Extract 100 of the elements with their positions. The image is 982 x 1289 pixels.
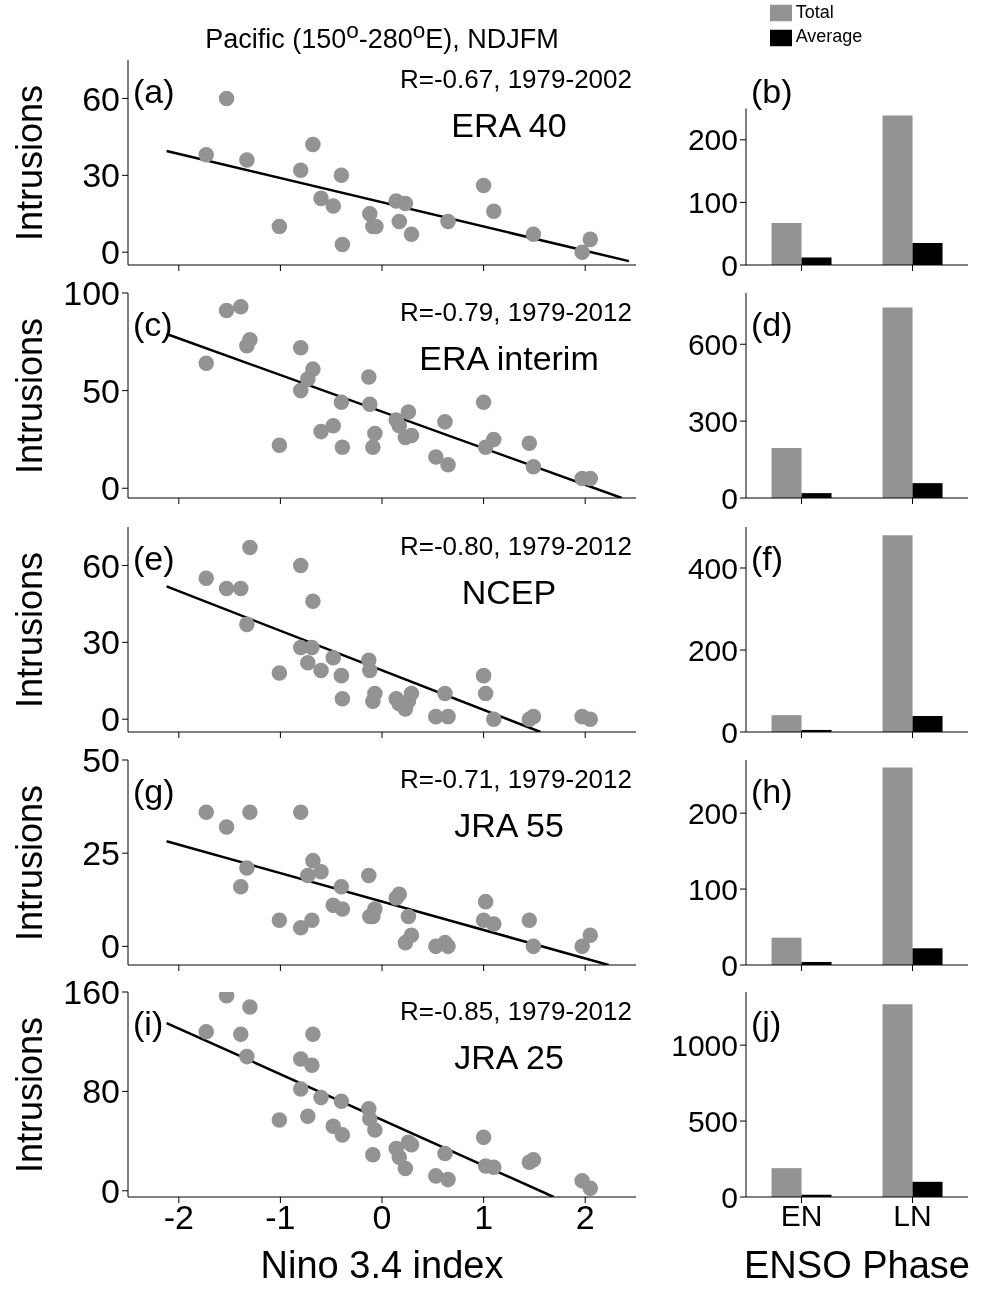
y-axis-title: Intrusions — [9, 84, 50, 241]
x-tick-label: -1 — [265, 1198, 296, 1237]
annotation: ERA interim — [419, 339, 599, 377]
y-axis-title: Intrusions — [9, 784, 50, 941]
x-tick-label: EN — [780, 1199, 823, 1233]
annotation: R=-0.79, 1979-2012 — [399, 297, 632, 327]
point — [574, 244, 590, 260]
point — [582, 711, 599, 727]
point — [437, 685, 453, 702]
point — [292, 339, 309, 356]
point — [397, 934, 414, 951]
point — [218, 819, 235, 835]
point — [400, 404, 417, 420]
y-tick-label: 0 — [101, 469, 120, 508]
point — [403, 685, 420, 702]
point — [485, 916, 502, 932]
point — [361, 867, 377, 884]
y-tick-label: 0 — [721, 248, 738, 282]
point — [292, 382, 309, 399]
point — [440, 213, 456, 230]
y-tick-label: 25 — [82, 834, 120, 873]
annotation: JRA 25 — [454, 1038, 564, 1076]
point — [242, 999, 258, 1015]
bar — [771, 448, 802, 498]
point — [475, 667, 492, 684]
point — [365, 693, 381, 710]
annotation: (d) — [751, 305, 793, 343]
point — [305, 136, 321, 153]
point — [525, 708, 542, 725]
y-tick-label: 100 — [687, 872, 738, 906]
point — [271, 437, 288, 454]
point — [333, 878, 350, 895]
point — [292, 1051, 309, 1067]
y-tick-label: 100 — [63, 274, 120, 313]
point — [477, 685, 494, 702]
point — [198, 147, 215, 163]
point — [198, 355, 215, 372]
y-tick-label: 0 — [721, 481, 738, 515]
y-tick-label: 1000 — [671, 1028, 738, 1062]
point — [485, 711, 502, 727]
y-tick-label: 600 — [687, 327, 738, 361]
point — [242, 539, 258, 556]
point — [313, 190, 329, 207]
point — [218, 302, 235, 319]
point — [333, 394, 350, 411]
point — [271, 1112, 288, 1128]
y-tick-label: 60 — [82, 546, 120, 585]
point — [397, 1160, 414, 1177]
x-tick-label: LN — [893, 1199, 932, 1233]
point — [271, 665, 288, 681]
bar — [771, 1168, 802, 1197]
point — [198, 570, 215, 587]
annotation: (j) — [751, 1004, 782, 1042]
point — [292, 919, 309, 936]
y-tick-label: 50 — [82, 371, 120, 410]
point — [521, 435, 538, 452]
point — [239, 152, 255, 168]
annotation: R=-0.85, 1979-2012 — [399, 996, 632, 1026]
y-tick-label: 300 — [687, 404, 738, 438]
x-tick-label: -2 — [163, 1198, 194, 1237]
point — [334, 1127, 351, 1143]
point — [325, 418, 342, 434]
point — [574, 938, 590, 955]
annotation: ERA 40 — [451, 106, 567, 144]
x-tick-label: 1 — [474, 1198, 494, 1237]
point — [334, 236, 351, 253]
y-tick-label: 400 — [687, 551, 738, 585]
point — [304, 1057, 320, 1074]
x-axis-title: ENSO Phase — [744, 1244, 970, 1287]
point — [400, 908, 417, 925]
point — [305, 593, 321, 610]
x-axis-title: Nino 3.4 index — [260, 1244, 504, 1287]
point — [362, 396, 378, 413]
point — [440, 1171, 456, 1188]
point — [428, 449, 444, 465]
point — [397, 195, 414, 212]
point — [304, 639, 320, 656]
point — [239, 860, 255, 876]
y-axis-title: Intrusions — [9, 551, 50, 708]
point — [525, 226, 542, 243]
y-tick-label: 200 — [687, 633, 738, 667]
point — [334, 439, 351, 455]
point — [367, 1122, 383, 1138]
bar — [882, 535, 913, 732]
point — [300, 867, 316, 884]
point — [582, 1180, 599, 1197]
point — [292, 162, 309, 178]
y-axis-title: Intrusions — [9, 317, 50, 474]
point — [271, 218, 288, 235]
point — [218, 90, 235, 107]
point — [440, 457, 456, 473]
bar — [882, 1004, 913, 1197]
point — [525, 459, 542, 475]
annotation: (a) — [133, 72, 175, 110]
bar — [882, 115, 913, 265]
annotation: (g) — [133, 772, 175, 810]
bar — [882, 307, 913, 498]
point — [271, 912, 288, 929]
annotation: (f) — [751, 539, 784, 577]
y-tick-label: 80 — [82, 1072, 120, 1111]
